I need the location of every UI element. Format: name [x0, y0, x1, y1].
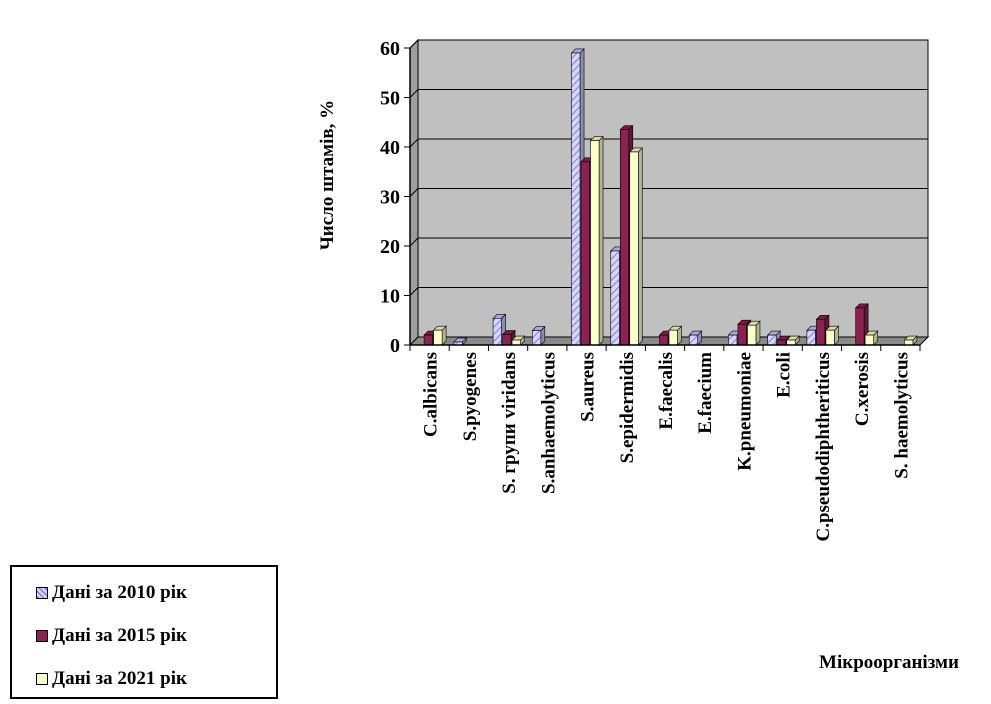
y-tick-label: 40 [380, 137, 400, 159]
y-tick-label: 60 [380, 38, 400, 60]
gridline-side [409, 188, 419, 197]
legend-swatch [36, 630, 48, 642]
legend-label: Дані за 2010 рік [52, 582, 187, 603]
axes: 0 10 20 30 40 50 60 C.albicans S.pyogenes S. груп… [380, 38, 921, 542]
gridline-side [409, 138, 419, 148]
gridline-side [409, 89, 419, 98]
bar [531, 325, 546, 346]
plot-area [408, 38, 930, 347]
x-tick-label: E.coli [774, 352, 795, 398]
bar [432, 325, 447, 346]
x-tick-label: C.pseudodiphtheriticus [813, 352, 834, 542]
x-tick-label: E.faecalis [656, 352, 677, 430]
x-axis-title: Мікроорганізми [819, 652, 959, 673]
x-tick-label: S. haemolyticus [891, 352, 912, 479]
bar [746, 320, 761, 346]
bar [511, 335, 526, 346]
gridline-side [409, 237, 419, 247]
legend-swatch [36, 673, 48, 685]
bar [589, 135, 604, 346]
gridline-side [409, 39, 419, 49]
legend-label: Дані за 2015 рік [52, 625, 187, 646]
legend-item: Дані за 2021 рік [36, 667, 187, 691]
gridline-side [409, 287, 419, 296]
bar [668, 325, 683, 346]
x-tick-label: C.albicans [421, 352, 442, 437]
y-tick-label: 10 [380, 286, 400, 308]
x-tick-label: S.aureus [578, 352, 599, 422]
legend-item: Дані за 2015 рік [36, 624, 187, 648]
x-tick-label: E.faecium [695, 352, 716, 434]
bar [825, 325, 840, 346]
x-tick-label: S.epidermidis [617, 352, 638, 463]
bar [864, 330, 879, 346]
x-tick-label: C.xerosis [852, 352, 873, 426]
x-tick-label: S.pyogenes [460, 352, 481, 441]
y-tick-label: 30 [380, 187, 400, 209]
bars [423, 48, 918, 346]
bar [453, 337, 468, 346]
legend-item: Дані за 2010 рік [36, 581, 187, 605]
legend-label: Дані за 2021 рік [52, 668, 187, 689]
bar [629, 147, 643, 346]
x-tick-label: S.anhaemolyticus [538, 352, 559, 494]
legend-swatch [36, 587, 48, 599]
bar [688, 330, 703, 346]
x-tick-label: K.pneumoniae [734, 352, 755, 471]
bar [785, 335, 800, 346]
y-axis-title: Число штамів, % [317, 100, 338, 250]
y-tick-label: 0 [390, 335, 400, 357]
y-tick-label: 20 [380, 236, 400, 258]
legend: Дані за 2010 рік Дані за 2015 рік Дані за … [10, 565, 278, 699]
x-tick-label: S. групи viridans [499, 352, 520, 494]
y-tick-label: 50 [380, 88, 400, 110]
